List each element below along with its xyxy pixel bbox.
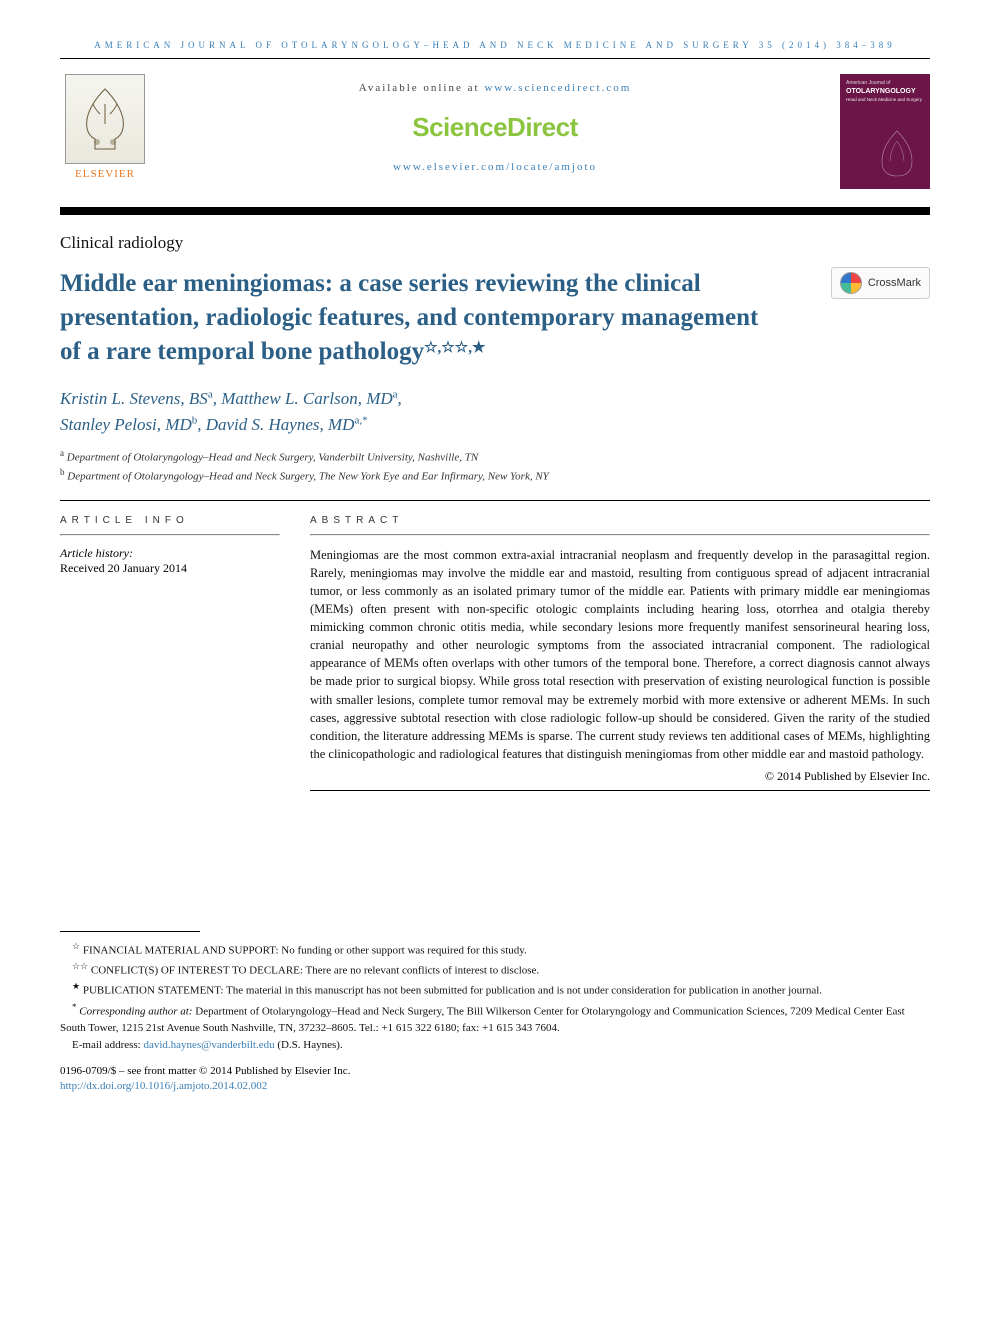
thick-rule (60, 207, 930, 215)
footnote-funding: ☆ FINANCIAL MATERIAL AND SUPPORT: No fun… (60, 940, 930, 959)
author-2-name: Stanley Pelosi, MD (60, 415, 192, 434)
history-label: Article history: (60, 546, 280, 561)
footnote-publication: ★ PUBLICATION STATEMENT: The material in… (60, 980, 930, 999)
footnote-email: E-mail address: david.haynes@vanderbilt.… (60, 1037, 930, 1054)
elsevier-wordmark: ELSEVIER (75, 168, 135, 180)
article-info-heading: ARTICLE INFO (60, 515, 280, 526)
cover-subtitle: Head and Neck Medicine and Surgery (846, 97, 924, 102)
rule-above-abstract (60, 500, 930, 501)
aff-b-key: b (60, 467, 65, 477)
footnotes: ☆ FINANCIAL MATERIAL AND SUPPORT: No fun… (60, 940, 930, 1054)
footnote-coi: ☆☆ CONFLICT(S) OF INTEREST TO DECLARE: T… (60, 960, 930, 979)
info-rule (60, 534, 280, 536)
aff-b-text: Department of Otolaryngology–Head and Ne… (67, 471, 549, 483)
affiliation-b: b Department of Otolaryngology–Head and … (60, 466, 930, 485)
cover-title: OTOLARYNGOLOGY (846, 88, 924, 95)
header-center: Available online at www.sciencedirect.co… (150, 74, 840, 173)
doi-link[interactable]: http://dx.doi.org/10.1016/j.amjoto.2014.… (60, 1080, 267, 1092)
available-online: Available online at www.sciencedirect.co… (150, 82, 840, 94)
cover-supertitle: American Journal of (846, 80, 924, 86)
top-rule (60, 58, 930, 59)
author-3-name: David S. Haynes, MD (206, 415, 355, 434)
author-3: David S. Haynes, MDa,* (206, 415, 368, 434)
footnote-publication-text: PUBLICATION STATEMENT: The material in t… (83, 985, 822, 997)
author-1-name: Matthew L. Carlson, MD (221, 389, 392, 408)
footnote-coi-text: CONFLICT(S) OF INTEREST TO DECLARE: Ther… (91, 965, 539, 977)
email-label: E-mail address: (72, 1039, 143, 1051)
author-1: Matthew L. Carlson, MDa (221, 389, 397, 408)
journal-url[interactable]: www.elsevier.com/locate/amjoto (393, 161, 597, 173)
corresponding-email[interactable]: david.haynes@vanderbilt.edu (143, 1039, 274, 1051)
author-3-aff: a,* (354, 414, 367, 426)
footnote-corresponding: * Corresponding author at: Department of… (60, 1001, 930, 1037)
journal-homepage-link: www.elsevier.com/locate/amjoto (150, 161, 840, 173)
article-info-column: ARTICLE INFO Article history: Received 2… (60, 515, 280, 792)
header-band: ELSEVIER Available online at www.science… (60, 69, 930, 199)
author-0-aff: a (208, 389, 213, 401)
author-2-aff: b (192, 414, 198, 426)
available-online-prefix: Available online at (359, 82, 485, 94)
journal-cover-thumbnail: American Journal of OTOLARYNGOLOGY Head … (840, 74, 930, 189)
author-2: Stanley Pelosi, MDb (60, 415, 197, 434)
abstract-column: ABSTRACT Meningiomas are the most common… (310, 515, 930, 792)
info-abstract-row: ARTICLE INFO Article history: Received 2… (60, 515, 930, 792)
abstract-rule (310, 534, 930, 536)
affiliation-a: a Department of Otolaryngology–Head and … (60, 447, 930, 466)
corr-label: Corresponding author at: (79, 1005, 192, 1017)
author-1-aff: a (393, 389, 398, 401)
abstract-heading: ABSTRACT (310, 515, 930, 526)
email-suffix: (D.S. Haynes). (275, 1039, 343, 1051)
elsevier-tree-icon (65, 74, 145, 164)
article-title-text: Middle ear meningiomas: a case series re… (60, 270, 758, 365)
front-matter-line: 0196-0709/$ – see front matter © 2014 Pu… (60, 1064, 930, 1079)
author-0: Kristin L. Stevens, BSa (60, 389, 213, 408)
aff-a-text: Department of Otolaryngology–Head and Ne… (67, 452, 478, 464)
footnote-funding-text: FINANCIAL MATERIAL AND SUPPORT: No fundi… (83, 945, 527, 957)
copyright-line: © 2014 Published by Elsevier Inc. (310, 769, 930, 784)
footnote-rule (60, 931, 200, 932)
aff-a-key: a (60, 448, 64, 458)
bottom-meta: 0196-0709/$ – see front matter © 2014 Pu… (60, 1064, 930, 1095)
author-0-name: Kristin L. Stevens, BS (60, 389, 208, 408)
elsevier-logo: ELSEVIER (60, 74, 150, 180)
abstract-text: Meningiomas are the most common extra-ax… (310, 546, 930, 764)
article-title: Middle ear meningiomas: a case series re… (60, 267, 760, 368)
crossmark-label: CrossMark (868, 277, 921, 289)
author-list: Kristin L. Stevens, BSa, Matthew L. Carl… (60, 386, 930, 437)
history-date: Received 20 January 2014 (60, 561, 280, 576)
running-header: AMERICAN JOURNAL OF OTOLARYNGOLOGY–HEAD … (60, 40, 930, 50)
rule-below-abstract (310, 790, 930, 791)
crossmark-badge[interactable]: CrossMark (831, 267, 930, 299)
title-footnote-markers: ☆,☆☆,★ (424, 343, 485, 363)
section-label: Clinical radiology (60, 233, 930, 253)
sciencedirect-url[interactable]: www.sciencedirect.com (484, 82, 631, 94)
sciencedirect-brand: ScienceDirect (150, 112, 840, 143)
article-head: Middle ear meningiomas: a case series re… (60, 267, 930, 386)
affiliations: a Department of Otolaryngology–Head and … (60, 447, 930, 485)
crossmark-icon (840, 272, 862, 294)
